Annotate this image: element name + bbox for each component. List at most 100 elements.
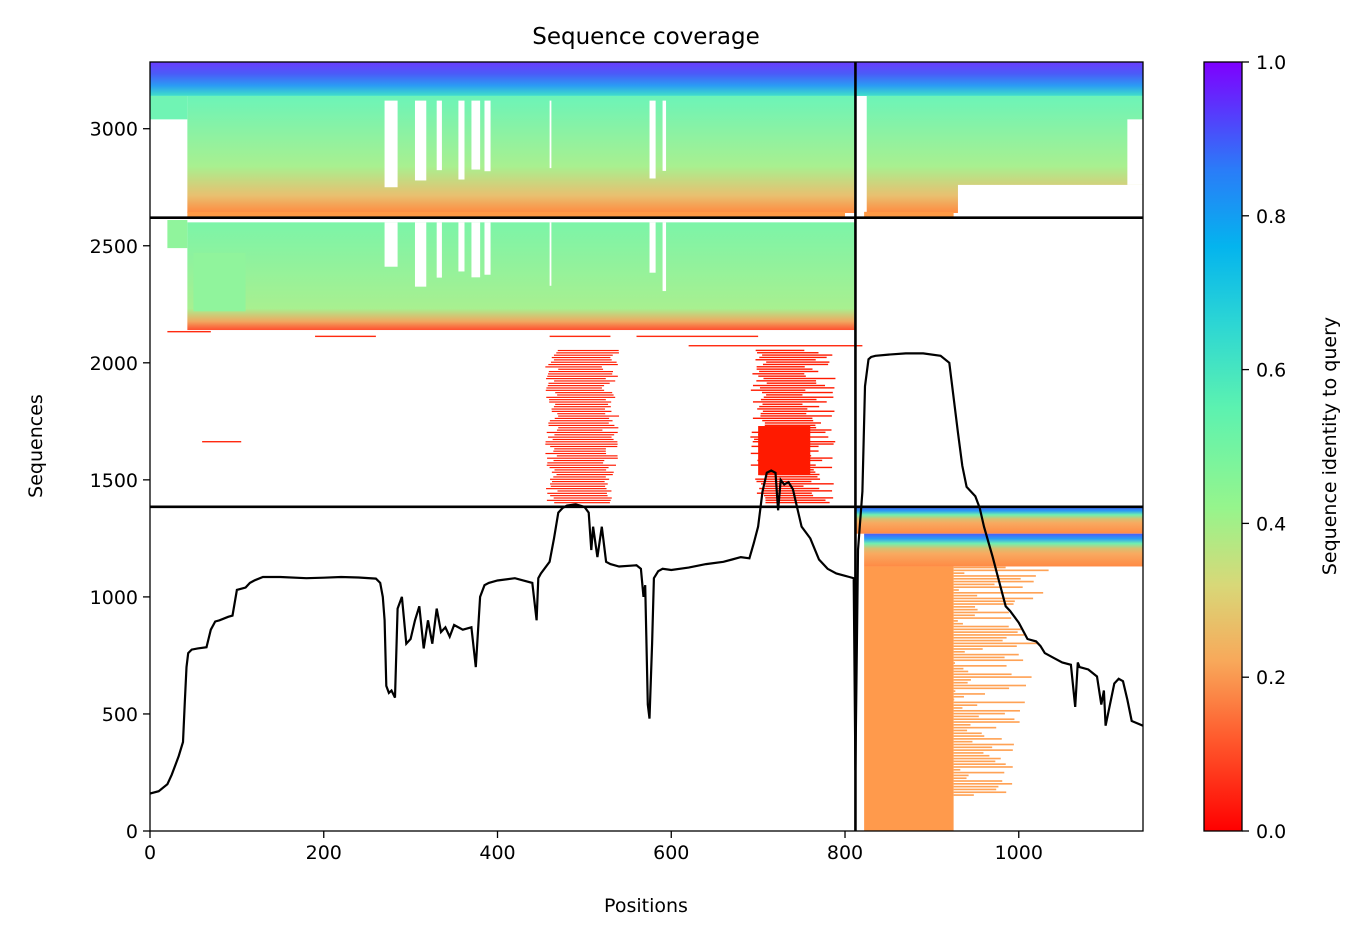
gap-streak-mid [436, 222, 442, 278]
red-fragment-dense [758, 426, 811, 476]
red-fragment [551, 471, 614, 473]
block-bottom-right-fringe [953, 709, 1020, 712]
x-tick-label: 600 [653, 842, 689, 864]
block-bottom-right-fringe [953, 740, 973, 743]
red-fragment [547, 492, 607, 494]
block-bottom-right-fringe [953, 614, 975, 617]
red-fragment [550, 495, 608, 497]
block-bottom-right-fringe [953, 777, 967, 780]
red-fragment [636, 335, 759, 338]
red-fragment [760, 412, 807, 415]
gap-streak-mid [484, 222, 491, 275]
red-fragment [759, 370, 819, 373]
red-fragment [553, 497, 612, 499]
block-bottom-right-fringe [953, 600, 1015, 603]
block-bottom-right-fringe [953, 622, 963, 625]
red-fragment [550, 445, 618, 448]
red-fragment [556, 474, 613, 476]
colorbar-tick-label: 0.2 [1256, 667, 1286, 689]
gap-streak-mid [384, 222, 398, 267]
red-fragment [557, 413, 606, 415]
red-fragment [548, 363, 618, 366]
block-bottom-right-fringe [953, 718, 1015, 721]
red-fragment [546, 464, 616, 466]
gap-streak-mid [649, 222, 656, 273]
red-fragment [759, 387, 835, 389]
x-tick-label: 1000 [995, 842, 1043, 864]
red-fragment [752, 384, 826, 387]
block-bottom-right-fringe [953, 608, 978, 611]
red-fragment [759, 405, 820, 408]
x-tick-label: 0 [144, 842, 156, 864]
block-bottom-right-fringe [953, 620, 958, 622]
block-bottom-right-fringe [953, 729, 968, 732]
red-fragment [546, 387, 602, 389]
block-bottom-right-fringe [953, 656, 1005, 659]
red-fragment [549, 420, 613, 422]
gap-streak-mid [549, 222, 552, 286]
red-fragment [553, 459, 605, 462]
block-bottom-right-fringe [953, 693, 985, 695]
red-fragment [549, 466, 609, 469]
block-bottom-right-fringe [953, 760, 996, 763]
gap-streak-mid [414, 222, 427, 287]
y-axis: 0 500 1000 1500 2000 2500 3000 [90, 119, 150, 843]
x-tick-label: 400 [479, 842, 515, 864]
red-fragment [757, 408, 808, 410]
red-fragment [758, 375, 806, 377]
block-bottom-right-fringe [953, 732, 982, 735]
block-bottom-right-fringe [953, 679, 971, 681]
red-fragment [546, 396, 616, 398]
colorbar-tick-label: 1.0 [1256, 52, 1286, 74]
block-bottom-right-fringe [953, 724, 971, 726]
coverage-line [150, 352, 1143, 795]
red-fragment [548, 371, 613, 373]
block-bottom-right-fringe [953, 698, 955, 701]
red-fragment [760, 483, 834, 485]
red-fragment [546, 488, 607, 490]
block-bottom-right-fringe [953, 577, 1021, 580]
red-fragment [554, 417, 610, 419]
red-fragment [757, 352, 819, 354]
block-mid-edge [167, 220, 188, 249]
red-fragment [546, 431, 618, 434]
y-tick-label: 2500 [90, 236, 138, 258]
block-bottom-right-fringe [953, 715, 979, 718]
red-fragment [755, 478, 821, 480]
block-bottom-right-fringe [953, 639, 1003, 642]
block-bottom-right-mid [864, 533, 1143, 567]
y-tick-label: 500 [102, 704, 138, 726]
red-fragment [546, 499, 611, 501]
block-bottom-right-fringe [953, 735, 985, 737]
red-fragment [545, 452, 607, 455]
gap-streak-top [549, 100, 552, 169]
x-axis-label: Positions [604, 895, 688, 917]
block-bottom-right-fringe [953, 670, 969, 673]
red-fragment [766, 382, 817, 384]
block-bottom-right-fringe [953, 575, 1036, 577]
red-fragment [554, 448, 606, 450]
red-fragment [553, 406, 611, 408]
colorbar [1203, 61, 1243, 832]
block-bottom-right-fringe [953, 617, 1012, 619]
block-bottom-right-fringe [953, 625, 1009, 628]
block-bottom-right-fringe [953, 665, 1007, 667]
block-bottom-right-fringe [953, 791, 1007, 794]
block-bottom-right-fringe [953, 701, 1025, 704]
red-fragment [551, 356, 611, 359]
red-fragment [763, 396, 834, 398]
red-fragment [551, 408, 606, 410]
red-fragment [167, 330, 211, 333]
block-bottom-right-fringe [953, 766, 1013, 768]
red-fragment [752, 373, 805, 375]
coverage-heatmap [150, 62, 1143, 831]
red-fragment [766, 394, 803, 396]
gap-streak-mid [458, 222, 465, 272]
block-top-left-band [150, 62, 856, 96]
red-fragment [553, 476, 606, 478]
block-bottom-right-fringe [953, 738, 1002, 740]
red-fragment [756, 492, 812, 494]
red-fragment [550, 483, 608, 485]
red-fragment [552, 438, 614, 441]
red-fragment [764, 422, 821, 424]
